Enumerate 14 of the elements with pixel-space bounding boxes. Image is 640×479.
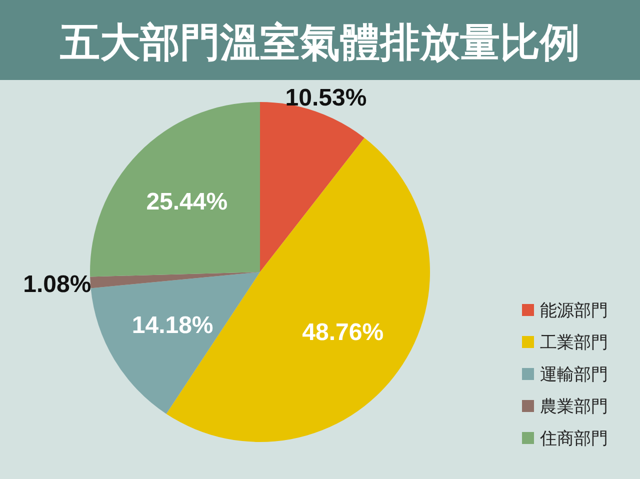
data-label: 48.76%: [302, 318, 384, 346]
data-label: 14.18%: [132, 312, 214, 339]
legend-label: 運輸部門: [540, 364, 608, 385]
chart-title: 五大部門溫室氣體排放量比例: [59, 20, 580, 66]
data-label: 1.08%: [23, 270, 92, 298]
pie-slice: [90, 102, 260, 277]
legend-label: 農業部門: [540, 396, 608, 417]
legend-label: 工業部門: [540, 332, 608, 353]
pie-slice: [90, 272, 260, 414]
data-label: 10.53%: [285, 84, 367, 112]
legend-label: 能源部門: [540, 300, 608, 321]
data-label: 25.44%: [146, 188, 228, 216]
pie-slice: [90, 272, 260, 288]
legend-label: 住商部門: [539, 428, 608, 449]
